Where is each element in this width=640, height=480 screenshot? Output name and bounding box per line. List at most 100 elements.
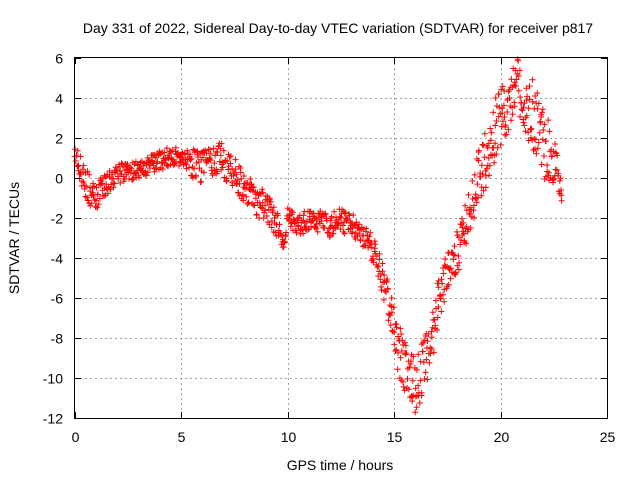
data-point xyxy=(526,96,533,103)
data-point xyxy=(395,333,402,340)
data-point xyxy=(94,191,101,198)
data-point xyxy=(461,239,468,246)
data-point xyxy=(397,354,404,361)
data-point xyxy=(426,359,433,366)
data-point xyxy=(534,90,541,97)
data-point xyxy=(183,161,190,168)
data-point xyxy=(305,226,312,233)
data-point xyxy=(186,151,193,158)
data-point xyxy=(337,226,344,233)
data-point xyxy=(255,192,262,199)
data-point xyxy=(379,268,386,275)
data-point xyxy=(450,256,457,263)
data-point xyxy=(492,122,499,129)
data-point xyxy=(236,163,243,170)
data-point xyxy=(455,252,462,259)
data-point xyxy=(493,151,500,158)
data-point xyxy=(495,113,502,120)
data-point xyxy=(205,158,212,165)
data-point xyxy=(374,264,381,271)
data-point xyxy=(385,317,392,324)
data-point xyxy=(536,129,543,136)
data-point xyxy=(192,172,199,179)
x-tick-label: 25 xyxy=(600,429,616,445)
data-point xyxy=(372,241,379,248)
data-point xyxy=(537,118,544,125)
data-point xyxy=(552,166,559,173)
data-point xyxy=(226,153,233,160)
data-point xyxy=(423,356,430,363)
data-point xyxy=(376,250,383,257)
data-point xyxy=(534,145,541,152)
data-point xyxy=(515,57,522,64)
data-point xyxy=(515,87,522,94)
data-point xyxy=(232,156,239,163)
data-point xyxy=(548,153,555,160)
data-point xyxy=(511,79,518,86)
data-point xyxy=(492,140,499,147)
data-point xyxy=(511,103,518,110)
data-point xyxy=(149,158,156,165)
data-point xyxy=(417,377,424,384)
data-point xyxy=(366,233,373,240)
data-point xyxy=(88,200,95,207)
data-point xyxy=(504,109,511,116)
data-point xyxy=(350,211,357,218)
data-point xyxy=(93,203,100,210)
data-point xyxy=(402,342,409,349)
data-point xyxy=(509,111,516,118)
data-point xyxy=(349,228,356,235)
data-point xyxy=(378,287,385,294)
data-point xyxy=(257,204,264,211)
data-point xyxy=(272,229,279,236)
data-point xyxy=(137,159,144,166)
data-point xyxy=(481,130,488,137)
data-point xyxy=(412,393,419,400)
x-tick-label: 15 xyxy=(387,429,403,445)
data-point xyxy=(475,147,482,154)
data-point xyxy=(469,177,476,184)
data-point xyxy=(479,141,486,148)
data-point xyxy=(143,172,150,179)
data-point xyxy=(499,110,506,117)
data-point xyxy=(227,153,234,160)
data-point xyxy=(72,157,79,164)
data-point xyxy=(384,285,391,292)
data-point xyxy=(250,202,257,209)
data-point xyxy=(499,83,506,90)
data-point xyxy=(300,230,307,237)
data-point xyxy=(281,239,288,246)
data-point xyxy=(157,150,164,157)
data-point xyxy=(135,174,142,181)
data-point xyxy=(404,375,411,382)
data-point xyxy=(367,229,374,236)
data-point xyxy=(342,209,349,216)
data-point xyxy=(517,113,524,120)
x-tick-label: 5 xyxy=(178,429,186,445)
data-point xyxy=(391,341,398,348)
y-tick-label: -10 xyxy=(43,371,63,387)
data-point xyxy=(110,184,117,191)
data-point xyxy=(421,337,428,344)
data-point xyxy=(340,229,347,236)
data-point xyxy=(260,215,267,222)
data-point xyxy=(538,161,545,168)
data-point xyxy=(267,198,274,205)
data-point xyxy=(458,215,465,222)
data-point xyxy=(207,157,214,164)
data-point xyxy=(535,100,542,107)
data-point xyxy=(407,358,414,365)
data-point xyxy=(506,94,513,101)
data-point xyxy=(163,145,170,152)
data-point xyxy=(480,187,487,194)
data-point xyxy=(470,214,477,221)
x-tick-label: 20 xyxy=(494,429,510,445)
data-point xyxy=(91,196,98,203)
data-point xyxy=(269,208,276,215)
data-point xyxy=(398,331,405,338)
data-point xyxy=(502,132,509,139)
data-point xyxy=(419,348,426,355)
data-point xyxy=(432,297,439,304)
data-point xyxy=(490,109,497,116)
data-point xyxy=(430,349,437,356)
